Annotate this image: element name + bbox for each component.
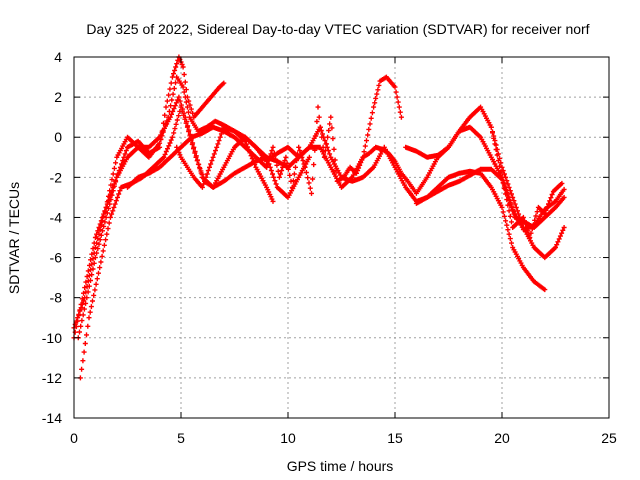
- y-tick-label: -2: [50, 169, 63, 185]
- series-track-4: [77, 74, 404, 381]
- x-axis-label: GPS time / hours: [287, 458, 394, 474]
- chart-title: Day 325 of 2022, Sidereal Day-to-day VTE…: [86, 21, 589, 37]
- plus-markers: [413, 166, 567, 232]
- x-tick-labels: 0 5 10 15 20 25: [70, 430, 617, 446]
- x-tick-label: 25: [601, 430, 617, 446]
- axis-ticks: [73, 56, 610, 419]
- plus-markers: [77, 74, 404, 381]
- series-track-5: [174, 124, 548, 293]
- x-tick-label: 20: [494, 430, 510, 446]
- y-tick-label: -6: [50, 250, 63, 266]
- y-tick-label: -12: [42, 370, 62, 386]
- x-tick-label: 15: [387, 430, 403, 446]
- plus-markers: [264, 104, 567, 230]
- series-track-8: [403, 104, 567, 261]
- data-marks: [71, 54, 567, 381]
- y-tick-label: 2: [54, 89, 62, 105]
- series-track-9: [488, 124, 565, 240]
- y-tick-label: 4: [54, 49, 62, 65]
- plus-markers: [488, 124, 565, 240]
- plot-frame: [73, 56, 610, 419]
- plus-markers: [125, 124, 270, 190]
- plus-markers: [403, 104, 567, 261]
- y-tick-label: 0: [54, 129, 62, 145]
- plus-markers: [174, 124, 548, 293]
- x-tick-label: 0: [70, 430, 78, 446]
- y-tick-label: -4: [50, 209, 63, 225]
- series-track-6: [264, 104, 567, 230]
- series-track-7: [413, 166, 567, 232]
- y-axis-label: SDTVAR / TECUs: [6, 182, 22, 294]
- x-tick-label: 5: [177, 430, 185, 446]
- y-tick-labels: -14 -12 -10 -8 -6 -4 -2 0 2 4: [42, 49, 62, 426]
- y-tick-label: -14: [42, 410, 62, 426]
- y-tick-label: -8: [50, 290, 63, 306]
- y-tick-label: -10: [42, 330, 62, 346]
- x-tick-label: 10: [280, 430, 296, 446]
- series-track-10: [125, 124, 270, 190]
